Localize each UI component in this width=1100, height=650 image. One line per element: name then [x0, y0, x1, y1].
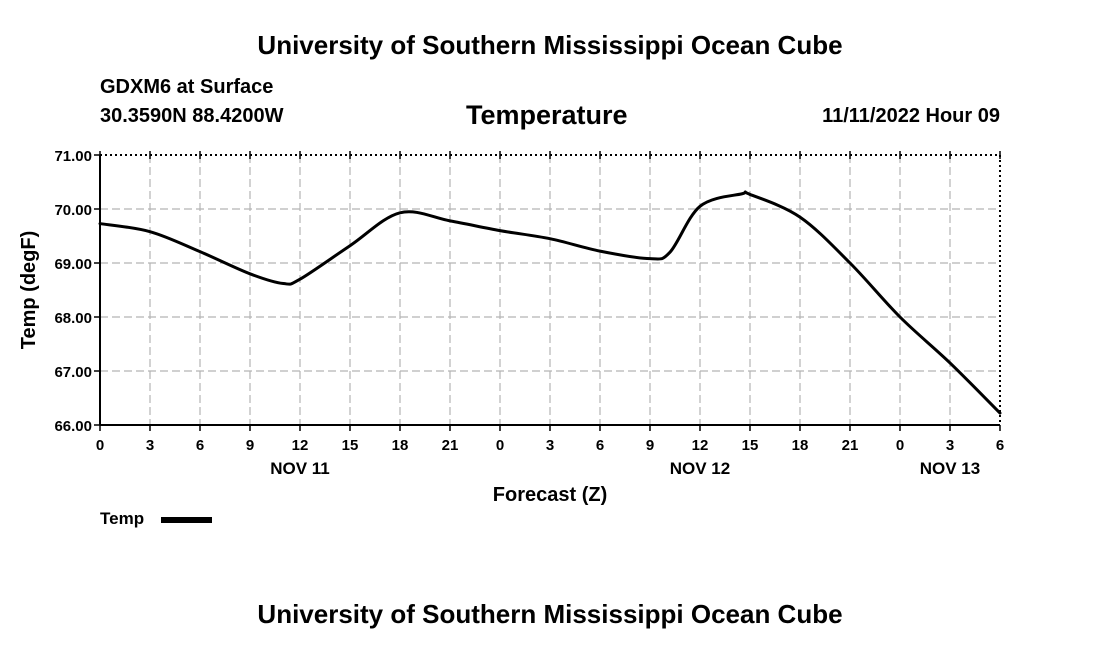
x-tick-label: 6	[196, 437, 204, 454]
y-axis-title: Temp (degF)	[18, 231, 40, 350]
x-tick-label: 0	[496, 437, 504, 454]
x-tick-label: 21	[442, 437, 459, 454]
x-tick-label: 0	[96, 437, 104, 454]
x-tick-label: 21	[842, 437, 859, 454]
x-tick-label: 3	[946, 437, 954, 454]
x-tick-label: 6	[996, 437, 1004, 454]
legend-line-swatch	[161, 517, 212, 523]
page-title: University of Southern Mississippi Ocean…	[257, 30, 843, 60]
x-tick-label: 9	[246, 437, 254, 454]
chart-title: Temperature	[466, 100, 628, 130]
x-day-label: NOV 11	[270, 459, 330, 478]
x-tick-label: 15	[742, 437, 759, 454]
x-tick-label: 18	[792, 437, 809, 454]
temp-series-line	[98, 190, 1002, 415]
y-tick-label: 69.00	[54, 256, 92, 273]
x-tick-label: 15	[342, 437, 359, 454]
x-tick-label: 3	[546, 437, 554, 454]
x-day-label: NOV 12	[670, 459, 730, 478]
forecast-datetime: 11/11/2022 Hour 09	[822, 105, 1000, 127]
x-tick-label: 9	[646, 437, 654, 454]
y-tick-label: 70.00	[54, 202, 92, 219]
station-label: GDXM6 at Surface	[100, 76, 274, 98]
legend-label: Temp	[100, 509, 145, 528]
footer-title: University of Southern Mississippi Ocean…	[257, 599, 843, 629]
x-tick-label: 12	[292, 437, 309, 454]
y-tick-label: 68.00	[54, 310, 92, 327]
x-tick-label: 6	[596, 437, 604, 454]
x-tick-label: 0	[896, 437, 904, 454]
y-tick-label: 71.00	[54, 148, 92, 165]
y-tick-label: 66.00	[54, 418, 92, 435]
station-coordinates: 30.3590N 88.4200W	[100, 105, 284, 127]
x-tick-label: 12	[692, 437, 709, 454]
x-tick-label: 18	[392, 437, 409, 454]
x-axis-title: Forecast (Z)	[493, 484, 607, 506]
x-day-label: NOV 13	[920, 459, 980, 478]
x-tick-label: 3	[146, 437, 154, 454]
y-tick-label: 67.00	[54, 364, 92, 381]
